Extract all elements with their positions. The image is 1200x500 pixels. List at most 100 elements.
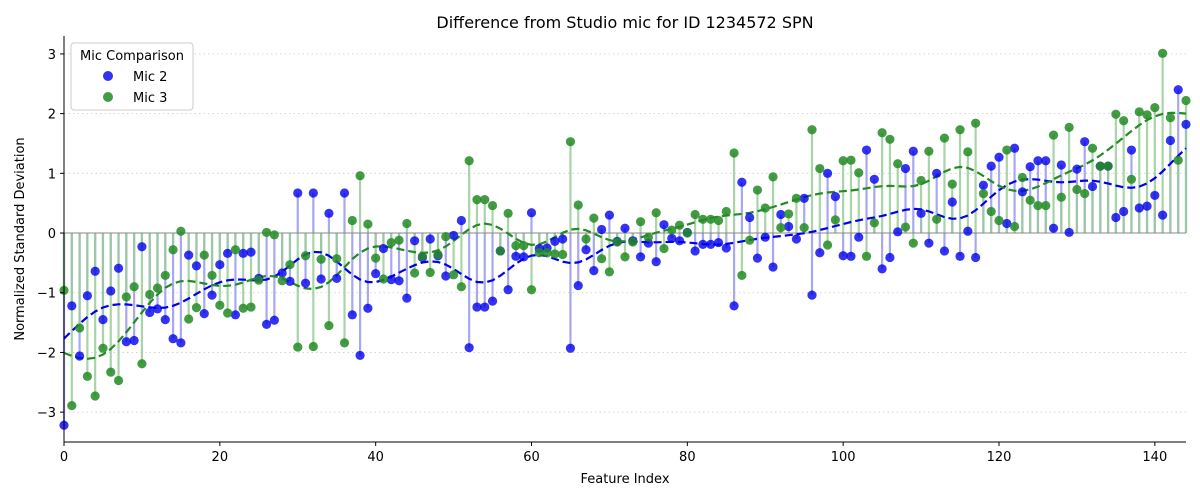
point-mic-3 <box>324 320 334 331</box>
point-mic-3 <box>986 206 996 217</box>
point-mic-3 <box>1111 109 1121 119</box>
point-mic-3 <box>885 134 895 144</box>
y-tick-label: −1 <box>37 287 56 302</box>
point-mic-2 <box>129 335 139 346</box>
point-mic-3 <box>410 268 420 278</box>
y-tick-label: −3 <box>37 406 56 421</box>
y-tick-label: 3 <box>48 48 56 63</box>
y-axis-label: Normalized Standard Deviation <box>13 137 28 340</box>
point-mic-3 <box>1072 184 1082 195</box>
point-mic-2 <box>184 250 194 260</box>
point-mic-2 <box>651 257 661 267</box>
point-mic-2 <box>799 193 809 203</box>
point-mic-2 <box>1165 135 1176 146</box>
point-mic-3 <box>791 193 802 203</box>
point-mic-3 <box>355 171 365 181</box>
legend-box <box>70 42 194 111</box>
point-mic-3 <box>448 270 459 280</box>
point-mic-3 <box>1056 192 1066 202</box>
point-mic-2 <box>737 177 747 187</box>
point-mic-2 <box>1134 203 1144 213</box>
point-mic-3 <box>706 214 716 224</box>
point-mic-3 <box>815 163 825 174</box>
point-mic-2 <box>916 208 926 218</box>
point-mic-3 <box>1033 200 1043 211</box>
point-mic-3 <box>1080 189 1090 199</box>
point-mic-3 <box>1064 122 1074 132</box>
point-mic-3 <box>82 371 92 381</box>
point-mic-3 <box>893 159 903 169</box>
legend-title: Mic Comparison <box>80 49 184 64</box>
point-mic-2 <box>659 220 669 230</box>
point-mic-3 <box>737 270 747 281</box>
point-mic-3 <box>121 292 131 302</box>
point-mic-2 <box>355 350 365 361</box>
trend-lines <box>63 111 1187 360</box>
x-tick-label: 80 <box>679 450 696 465</box>
point-mic-3 <box>932 214 942 224</box>
point-mic-2 <box>893 227 903 237</box>
point-mic-3 <box>347 215 357 226</box>
point-mic-2 <box>955 251 965 261</box>
point-mic-3 <box>978 189 989 199</box>
point-mic-3 <box>542 248 552 258</box>
point-mic-3 <box>503 208 513 218</box>
point-mic-2 <box>324 208 334 218</box>
point-mic-2 <box>425 234 435 244</box>
point-mic-2 <box>371 269 381 279</box>
point-mic-3 <box>939 133 950 143</box>
point-mic-2 <box>363 303 373 313</box>
point-mic-2 <box>939 246 950 256</box>
point-mic-3 <box>378 274 389 284</box>
point-mic-2 <box>487 296 498 306</box>
point-mic-3 <box>1119 116 1129 126</box>
point-mic-2 <box>994 152 1004 162</box>
point-mic-3 <box>238 303 248 313</box>
point-mic-3 <box>721 206 731 217</box>
legend-marker-mic-2 <box>103 71 113 81</box>
point-mic-3 <box>635 217 646 227</box>
point-mic-3 <box>807 125 817 135</box>
point-mic-3 <box>573 200 583 210</box>
point-mic-2 <box>277 268 287 278</box>
point-mic-3 <box>947 179 957 189</box>
y-tick-label: −2 <box>37 346 56 361</box>
point-mic-2 <box>519 252 529 262</box>
point-mic-2 <box>791 234 802 244</box>
point-mic-3 <box>565 137 576 147</box>
point-mic-2 <box>900 163 911 174</box>
point-mic-2 <box>768 262 778 272</box>
point-mic-3 <box>472 194 482 205</box>
point-mic-2 <box>448 230 459 241</box>
point-mic-3 <box>261 227 272 238</box>
point-mic-2 <box>503 285 513 295</box>
point-mic-3 <box>277 276 287 286</box>
point-mic-2 <box>98 315 108 325</box>
point-mic-3 <box>511 240 521 251</box>
point-mic-2 <box>1025 162 1035 172</box>
point-mic-2 <box>729 301 739 311</box>
point-mic-2 <box>441 271 451 281</box>
point-mic-2 <box>1056 160 1066 170</box>
y-tick-label: 1 <box>48 167 56 182</box>
point-mic-3 <box>191 303 202 313</box>
point-mic-3 <box>254 275 264 285</box>
point-mic-2 <box>620 223 630 233</box>
point-mic-3 <box>487 200 498 211</box>
point-mic-2 <box>230 310 241 320</box>
point-mic-3 <box>690 209 700 220</box>
point-mic-2 <box>932 168 942 178</box>
point-mic-3 <box>604 267 615 277</box>
point-mic-2 <box>698 239 708 249</box>
point-mic-2 <box>869 174 879 184</box>
point-mic-2 <box>152 304 163 314</box>
point-mic-3 <box>784 209 794 219</box>
point-mic-2 <box>1158 210 1168 220</box>
point-mic-2 <box>1150 190 1160 201</box>
point-mic-3 <box>332 254 342 264</box>
point-mic-3 <box>713 215 724 226</box>
legend-label-mic-2: Mic 2 <box>133 70 167 85</box>
point-mic-3 <box>963 147 973 157</box>
point-mic-3 <box>682 228 692 238</box>
point-mic-2 <box>168 334 178 344</box>
